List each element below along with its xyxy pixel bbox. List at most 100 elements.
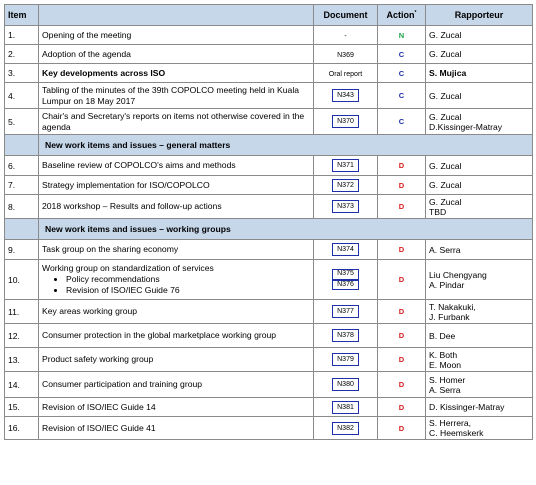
item-title-cell: Product safety working group xyxy=(38,347,314,372)
action-code: D xyxy=(377,323,426,348)
rapporteur-name: T. Nakakuki, xyxy=(429,301,476,312)
document-link[interactable]: N370 xyxy=(332,115,359,128)
section-row: New work items and issues – general matt… xyxy=(4,134,533,156)
rapporteur-cell: G. Zucal xyxy=(425,155,533,176)
action-code: C xyxy=(377,82,426,109)
document-cell: N372 xyxy=(313,175,378,195)
section-item-cell xyxy=(4,134,39,156)
document-cell: Oral report xyxy=(313,63,378,83)
action-code: C xyxy=(377,44,426,64)
rapporteur-cell: B. Dee xyxy=(425,323,533,348)
rapporteur-name: A. Serra xyxy=(429,384,461,395)
rapporteur-name: S. Mujica xyxy=(429,68,467,78)
action-code: C xyxy=(377,108,426,135)
action-code: D xyxy=(377,259,426,300)
rapporteur-name: K. Both xyxy=(429,349,458,360)
item-title-cell: Strategy implementation for ISO/COPOLCO xyxy=(38,175,314,195)
item-title-cell: Key developments across ISO xyxy=(38,63,314,83)
action-code: D xyxy=(377,299,426,324)
document-link[interactable]: N371 xyxy=(332,159,359,172)
rapporteur-cell: S. Homer A. Serra xyxy=(425,371,533,398)
item-number: 3. xyxy=(4,63,39,83)
document-reference: Oral report xyxy=(328,71,363,78)
rapporteur-column-header: Rapporteur xyxy=(425,4,533,26)
item-number: 8. xyxy=(4,194,39,219)
agenda-body: 1. Opening of the meeting - N G. Zucal 2. Adop… xyxy=(4,25,533,440)
agenda-row: 1. Opening of the meeting - N G. Zucal xyxy=(4,25,533,45)
item-title-cell: Baseline review of COPOLCO's aims and me… xyxy=(38,155,314,176)
title-column-header xyxy=(38,4,314,26)
document-link[interactable]: N382 xyxy=(332,421,359,435)
item-title: Consumer protection in the global market… xyxy=(42,330,277,340)
document-header-label: Document xyxy=(323,10,368,20)
rapporteur-cell: G. Zucal xyxy=(425,82,533,109)
rapporteur-name: G. Zucal xyxy=(429,111,462,122)
item-title: Key developments across ISO xyxy=(42,67,166,78)
item-number: 4. xyxy=(4,82,39,109)
item-title-cell: Revision of ISO/IEC Guide 14 xyxy=(38,397,314,417)
agenda-row: 4. Tabling of the minutes of the 39th COP… xyxy=(4,82,533,109)
rapporteur-cell: T. Nakakuki, J. Furbank xyxy=(425,299,533,324)
action-footnote-marker: * xyxy=(414,10,417,16)
action-code: D xyxy=(377,371,426,398)
agenda-row: 14. Consumer participation and training g… xyxy=(4,371,533,398)
document-link[interactable]: N377 xyxy=(332,305,359,318)
document-link[interactable]: N378 xyxy=(332,329,359,342)
document-cell: N380 xyxy=(313,371,378,398)
rapporteur-name: G. Zucal xyxy=(429,90,462,101)
agenda-row: 2. Adoption of the agenda N369 C G. Zucal xyxy=(4,44,533,64)
rapporteur-name: S. Homer xyxy=(429,374,466,385)
document-link[interactable]: N379 xyxy=(332,353,359,366)
item-number: 14. xyxy=(4,371,39,398)
item-title: Tabling of the minutes of the 39th COPOL… xyxy=(42,84,300,106)
agenda-row: 6. Baseline review of COPOLCO's aims and … xyxy=(4,155,533,176)
rapporteur-name: D.Kissinger-Matray xyxy=(429,121,503,132)
rapporteur-name: C. Heemskerk xyxy=(429,428,484,438)
action-code: C xyxy=(377,63,426,83)
document-link[interactable]: N343 xyxy=(332,89,359,102)
rapporteur-cell: S. Mujica xyxy=(425,63,533,83)
agenda-row: 7. Strategy implementation for ISO/COPOLC… xyxy=(4,175,533,195)
document-link[interactable]: N381 xyxy=(332,400,359,414)
item-title: Baseline review of COPOLCO's aims and me… xyxy=(42,160,236,170)
document-cell: N378 xyxy=(313,323,378,348)
rapporteur-cell: G. Zucal xyxy=(425,44,533,64)
document-cell: - xyxy=(313,25,378,45)
document-cell: N377 xyxy=(313,299,378,324)
sub-item: Policy recommendations xyxy=(66,274,310,285)
document-column-header: Document xyxy=(313,4,378,26)
rapporteur-cell: G. Zucal xyxy=(425,25,533,45)
rapporteur-cell: G. Zucal xyxy=(425,175,533,195)
document-link[interactable]: N373 xyxy=(332,200,359,213)
item-title: Key areas working group xyxy=(42,306,138,316)
agenda-row: 11. Key areas working group N377 D T. Nakaku… xyxy=(4,299,533,324)
document-link[interactable]: N376 xyxy=(332,279,359,290)
document-link[interactable]: N380 xyxy=(332,378,359,391)
item-title-cell: Chair's and Secretary's reports on items… xyxy=(38,108,314,135)
item-number: 5. xyxy=(4,108,39,135)
document-cell: N343 xyxy=(313,82,378,109)
document-cell: N379 xyxy=(313,347,378,372)
action-header-label: Action xyxy=(386,10,415,20)
item-number: 6. xyxy=(4,155,39,176)
rapporteur-name: TBD xyxy=(429,206,447,217)
document-link[interactable]: N372 xyxy=(332,178,359,192)
agenda-table: Item Document Action* Rapporteur 1. Openi… xyxy=(4,4,533,440)
item-title-cell: Opening of the meeting xyxy=(38,25,314,45)
document-link[interactable]: N374 xyxy=(332,243,359,256)
rapporteur-cell: K. Both E. Moon xyxy=(425,347,533,372)
item-header-label: Item xyxy=(8,10,27,20)
document-cell: N373 xyxy=(313,194,378,219)
item-title: Consumer participation and training grou… xyxy=(42,379,203,389)
document-cell: N370 xyxy=(313,108,378,135)
agenda-row: 13. Product safety working group N379 D K. B… xyxy=(4,347,533,372)
item-title-cell: Revision of ISO/IEC Guide 41 xyxy=(38,416,314,440)
document-link[interactable]: N375 xyxy=(332,269,359,280)
action-code: D xyxy=(377,175,426,195)
rapporteur-cell: A. Serra xyxy=(425,239,533,260)
item-number: 12. xyxy=(4,323,39,348)
section-title: New work items and issues – general matt… xyxy=(38,134,533,156)
action-code: D xyxy=(377,347,426,372)
item-number: 16. xyxy=(4,416,39,440)
agenda-row: 12. Consumer protection in the global mar… xyxy=(4,323,533,348)
